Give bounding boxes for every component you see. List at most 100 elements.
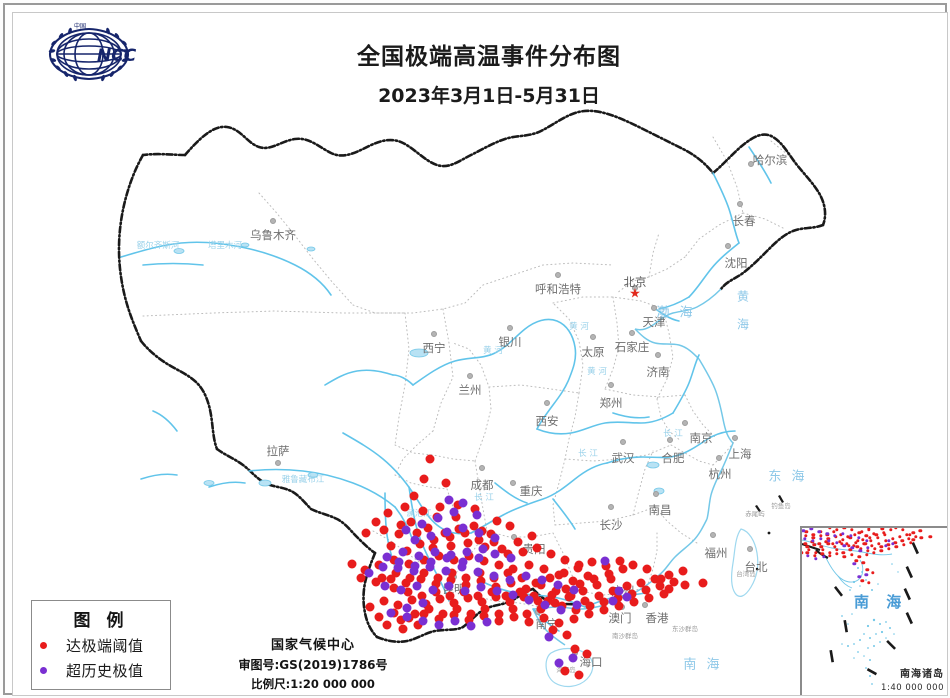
city-label: 澳门 [608,611,632,625]
dot-extreme-threshold [409,491,419,501]
inset-dot-extreme-threshold [893,540,897,545]
dot-extreme-threshold [401,578,411,588]
dot-extreme-threshold [678,566,688,576]
dot-extreme-threshold [559,568,569,578]
dot-extreme-threshold [396,615,406,625]
city-label: 兰州 [458,383,482,397]
inset-dot-extreme-threshold [919,536,924,540]
inset-dot-extreme-threshold [850,528,854,532]
dot-historic-record [472,510,482,520]
dot-extreme-threshold [386,541,396,551]
city-marker [510,480,516,486]
inset-dot-extreme-threshold [826,537,830,541]
dot-historic-record [556,605,566,615]
inset-dot-extreme-threshold [850,552,854,557]
inset-dot-extreme-threshold [869,539,873,543]
inset-dot-extreme-threshold [891,536,895,541]
inset-dot-extreme-threshold [900,538,904,543]
dot-extreme-threshold [641,585,651,595]
dot-historic-record [524,595,534,605]
sea-label: 黄 海 [735,290,750,336]
dot-extreme-threshold [545,573,555,583]
inset-dot-historic-record [842,543,847,548]
dot-extreme-threshold [519,592,529,602]
dot-extreme-threshold [491,592,501,602]
inset-dot-extreme-threshold [900,528,905,532]
dot-extreme-threshold [554,618,564,628]
dot-extreme-threshold [379,525,389,535]
dot-historic-record [418,616,428,626]
inset-dot-extreme-threshold [859,530,864,534]
inset-dot-extreme-threshold [832,530,836,534]
dot-historic-record [412,581,422,591]
dot-extreme-threshold [509,612,519,622]
inset-dot-extreme-threshold [883,533,887,537]
dot-extreme-threshold [435,502,445,512]
dot-extreme-threshold [561,584,571,594]
inset-dot-extreme-threshold [911,531,916,535]
dot-extreme-threshold [497,544,507,554]
inset-dot-extreme-threshold [821,548,825,552]
dot-historic-record [490,549,500,559]
issuing-organization: 国家气候中心 [270,638,355,653]
river-label: 长 江 [578,449,598,459]
city-marker [620,439,626,445]
inset-dot-extreme-threshold [834,548,839,552]
inset-dot-historic-record [826,539,831,543]
approval-number: 审图号:GS(2019)1786号 [238,658,388,672]
dot-extreme-threshold [551,586,561,596]
inset-dot-extreme-threshold [842,554,847,559]
legend-label-historic-record: 超历史极值 [66,662,144,680]
city-label: 郑州 [599,396,623,410]
inset-dot-extreme-threshold [876,536,880,540]
dot-extreme-threshold [480,604,490,614]
city-label: 太原 [581,345,605,359]
inset-dot-extreme-threshold [871,570,875,575]
dot-historic-record [426,557,436,567]
dot-historic-record [466,621,476,631]
dot-historic-record [458,523,468,533]
inset-dot-extreme-threshold [865,548,870,553]
inset-dot-historic-record [850,546,855,550]
city-marker [747,546,753,552]
city-label: 西宁 [422,341,446,355]
dot-extreme-threshold [599,597,609,607]
dot-historic-record [508,590,518,600]
dot-historic-record [426,531,436,541]
inset-dot-historic-record [884,544,888,548]
dot-historic-record [490,533,500,543]
legend-item-extreme-threshold: 达极端阈值 [32,635,170,656]
dot-extreme-threshold [423,523,433,533]
dot-extreme-threshold [564,592,574,602]
dot-extreme-threshold [659,589,669,599]
dot-extreme-threshold [449,610,459,620]
dot-extreme-threshold [452,604,462,614]
city-label: 长沙 [599,518,623,532]
dot-extreme-threshold [398,624,408,634]
inset-dot-historic-record [849,533,853,538]
inset-dot-extreme-threshold [877,541,881,546]
inset-dot-extreme-threshold [861,561,865,565]
inset-dot-extreme-threshold [854,541,858,545]
dot-historic-record [506,553,516,563]
dot-extreme-threshold [527,531,537,541]
inset-dot-extreme-threshold [804,533,808,538]
dot-extreme-threshold [650,574,660,584]
city-label: 济南 [646,365,670,379]
inset-dot-extreme-threshold [807,548,811,552]
extreme-heat-event-dots [13,13,947,695]
dot-extreme-threshold [580,596,590,606]
dot-historic-record [441,566,451,576]
inset-dot-extreme-threshold [894,528,898,530]
dot-historic-record [482,617,492,627]
dot-extreme-threshold [374,612,384,622]
lakes [173,242,665,495]
inset-dot-extreme-threshold [874,533,879,537]
inset-dot-extreme-threshold [835,552,839,556]
page-subtitle: 2023年3月1日-5月31日 [378,85,600,107]
river-label: 黄 河 [569,322,589,332]
island-label: 钓鱼岛 [771,502,791,510]
inset-dot-extreme-threshold [928,535,932,539]
inset-dot-extreme-threshold [911,538,916,542]
